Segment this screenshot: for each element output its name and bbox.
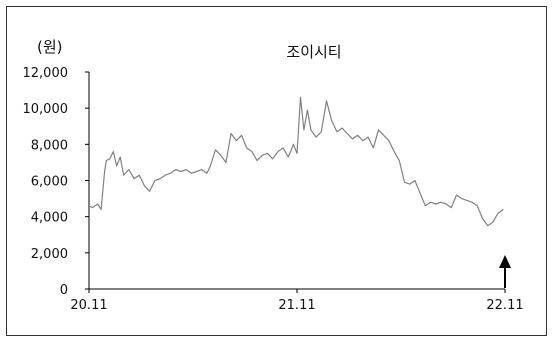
up-arrow-icon [499,255,511,268]
y-tick-label: 4,000 [31,211,68,226]
y-axis-unit-label: (원) [37,38,63,56]
price-series-line [88,96,504,227]
y-tick-label: 6,000 [31,175,68,190]
y-tick-label: 12,000 [23,66,69,81]
x-tick-label: 20.11 [70,298,107,313]
y-tick-label: 8,000 [31,138,68,153]
annotation-group [499,255,511,288]
y-tick-label: 10,000 [23,102,69,117]
x-tick-label: 22.11 [486,298,523,313]
y-tick-label: 2,000 [31,247,68,262]
y-tick-label: 0 [60,283,68,298]
y-axis: 0 2,000 4,000 6,000 8,000 10,000 12,000 [23,66,90,298]
x-axis: 20.11 21.11 22.11 [70,288,524,313]
x-tick-label: 21.11 [278,298,315,313]
chart-frame [6,6,547,336]
chart-title: 조이시티 [286,43,341,61]
series-group [88,96,504,227]
